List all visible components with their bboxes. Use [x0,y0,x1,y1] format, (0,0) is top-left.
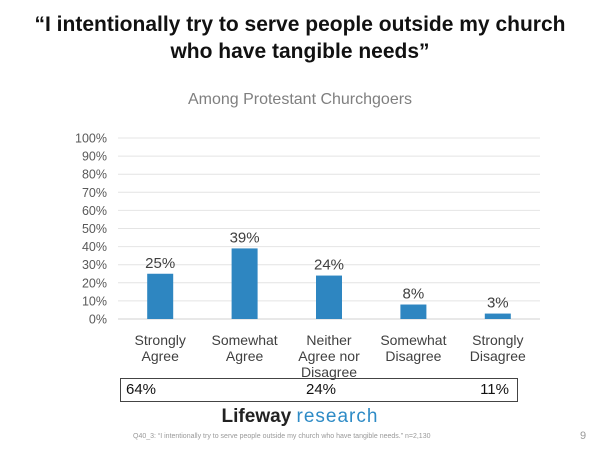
x-category-label: Strongly [135,332,186,348]
chart-title: Among Protestant Churchgoers [187,91,413,108]
y-tick-label: 60% [82,204,107,218]
summary-neither: 24% [306,381,337,398]
y-tick-label: 0% [89,313,107,327]
bar [400,304,427,319]
footnote: Q40_3: “I intentionally try to serve peo… [133,433,431,440]
x-category-label: Strongly [472,332,523,348]
x-category-label: Somewhat [380,332,446,348]
y-tick-label: 40% [82,240,107,254]
logo-part2: research [296,406,379,427]
y-tick-label: 10% [82,294,107,308]
slide-title-line1: “I intentionally try to serve people out… [34,13,566,36]
data-label: 3% [487,295,509,312]
x-category-label: Neither [306,332,351,348]
y-tick-label: 90% [82,150,107,164]
x-category-label: Somewhat [212,332,278,348]
data-label: 8% [403,286,425,303]
logo-part1: Lifeway [221,406,292,427]
y-tick-label: 50% [82,222,107,236]
y-tick-label: 20% [82,276,107,290]
data-label: 25% [145,255,175,272]
page-number: 9 [580,430,587,442]
bar [231,248,258,319]
summary-box: 64% 24% 11% [120,378,518,402]
data-label: 24% [314,257,344,274]
bar [147,273,174,319]
lifeway-research-logo: Lifeway research [0,406,600,428]
y-tick-label: 80% [82,168,107,182]
bar [316,275,342,319]
x-category-label: Agree nor [298,348,360,364]
y-tick-label: 100% [75,132,107,146]
x-category-label: Disagree [470,348,526,364]
bar [484,313,511,319]
y-tick-label: 30% [82,258,107,272]
data-label: 39% [230,229,260,246]
x-category-label: Agree [226,348,264,364]
summary-disagree: 11% [480,381,509,398]
slide-title-line2: who have tangible needs” [170,40,430,63]
x-category-label: Agree [142,348,180,364]
x-category-label: Disagree [385,348,441,364]
y-tick-label: 70% [82,186,107,200]
summary-agree: 64% [126,381,157,398]
x-category-label: Disagree [301,364,357,380]
